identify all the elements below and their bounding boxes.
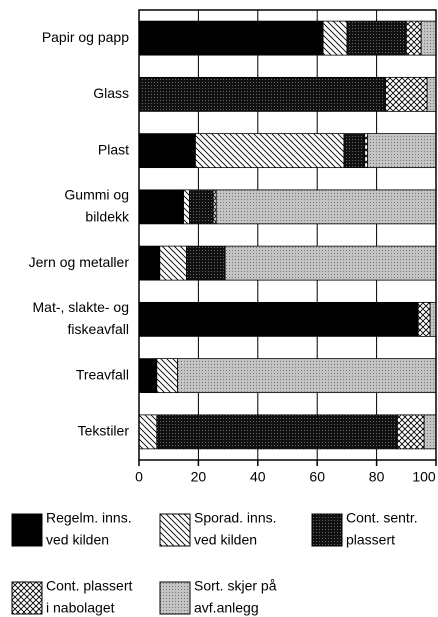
bar-segment <box>426 76 437 112</box>
bar-segment <box>138 133 196 169</box>
category-label: Mat-, slakte- og fiskeavfall <box>33 299 129 337</box>
bar-segment <box>138 245 161 281</box>
bar-segment <box>224 245 437 281</box>
bar-segment <box>159 245 187 281</box>
category-label: Jern og metaller <box>29 254 130 270</box>
bar-segment <box>385 76 428 112</box>
legend-swatch <box>159 513 191 547</box>
legend-swatch <box>11 513 43 547</box>
category-label: Papir og papp <box>42 29 129 45</box>
legend-swatch <box>159 581 191 615</box>
legend-label: Sporad. inns. ved kilden <box>194 510 277 548</box>
bar-segment <box>364 133 369 169</box>
bar-segment <box>138 189 184 225</box>
bar-segment <box>138 358 158 394</box>
plot-frame <box>138 9 437 461</box>
bar-segment <box>420 20 437 56</box>
bar-segment <box>322 20 348 56</box>
bar-segment <box>417 301 431 337</box>
bar-segment <box>138 20 324 56</box>
bar-segment <box>346 20 407 56</box>
bar-segment <box>183 189 190 225</box>
category-label: Glass <box>93 85 129 101</box>
bar-segment <box>189 189 214 225</box>
category-label: Tekstiler <box>78 423 130 439</box>
bar-segment <box>215 189 437 225</box>
bar-segment <box>138 76 386 112</box>
x-tick-label: 40 <box>250 469 266 485</box>
category-label: Gummi og bildekk <box>64 187 130 225</box>
bar-segment <box>405 20 422 56</box>
x-tick-label: 80 <box>369 469 385 485</box>
bar-segment <box>186 245 226 281</box>
x-tick-label: 0 <box>135 469 143 485</box>
legend-label: Cont. sentr. plassert <box>346 510 418 548</box>
legend-label: Regelm. inns. ved kilden <box>46 510 132 548</box>
bar-segment <box>343 133 366 169</box>
legend-swatch <box>11 581 43 615</box>
bar-segment <box>423 414 437 450</box>
x-tick-label: 20 <box>191 469 207 485</box>
bar-segment <box>138 301 419 337</box>
bar-segment <box>212 189 217 225</box>
x-tick-label: 100 <box>412 469 436 485</box>
legend-label: Sort. skjer på avf.anlegg <box>194 578 277 616</box>
bar-segment <box>396 414 425 450</box>
bar-segment <box>156 414 398 450</box>
bar-segment <box>195 133 345 169</box>
legend-label: Cont. plassert i nabolaget <box>46 578 132 616</box>
bar-segment <box>138 414 158 450</box>
x-tick-label: 60 <box>309 469 325 485</box>
legend-swatch <box>311 513 343 547</box>
bar-segment <box>177 358 437 394</box>
bar-segment <box>156 358 179 394</box>
bar-segment <box>367 133 437 169</box>
category-label: Plast <box>98 141 129 157</box>
category-label: Treavfall <box>76 366 129 382</box>
bar-segment <box>429 301 437 337</box>
